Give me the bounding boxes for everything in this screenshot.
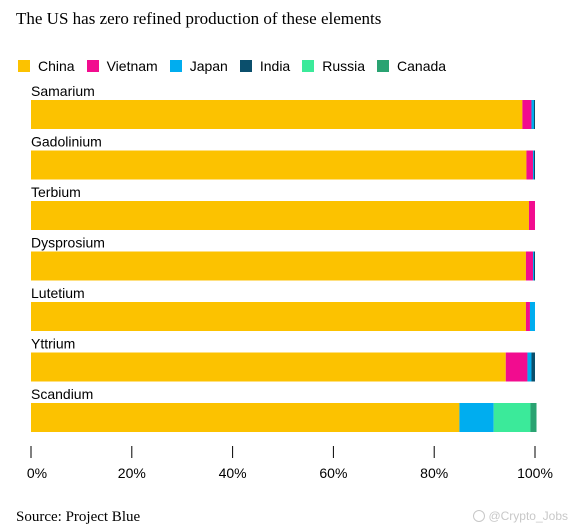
bar-segment-japan xyxy=(532,150,534,180)
bar-segment-vietnam xyxy=(528,201,535,230)
x-tick-label: 60% xyxy=(319,465,347,481)
bar-segment-china xyxy=(31,352,506,382)
category-label: Dysprosium xyxy=(31,235,105,251)
bar-segment-vietnam xyxy=(526,150,533,180)
bar-segment-china xyxy=(31,403,460,432)
bar-row-samarium: Samarium xyxy=(31,83,535,129)
bar-row-yttrium: Yttrium xyxy=(31,336,535,382)
bar-segment-japan xyxy=(532,251,534,281)
bar-segment-japan xyxy=(527,352,532,382)
watermark-text: @Crypto_Jobs xyxy=(488,509,568,523)
legend-label: Russia xyxy=(322,58,366,74)
bar-segment-china xyxy=(31,100,523,129)
bar-segment-china xyxy=(31,150,527,180)
bar-segment-russia xyxy=(493,403,531,432)
bar-segment-japan xyxy=(459,403,494,432)
legend-label: India xyxy=(259,58,291,74)
category-label: Lutetium xyxy=(31,285,85,301)
legend-swatch xyxy=(302,60,315,72)
x-tick-label: 20% xyxy=(118,465,146,481)
legend-label: Japan xyxy=(189,58,228,74)
bar-segment-vietnam xyxy=(525,302,530,331)
category-label: Gadolinium xyxy=(31,134,102,150)
legend-swatch xyxy=(239,60,252,72)
legend-swatch xyxy=(169,60,182,72)
bar-row-dysprosium: Dysprosium xyxy=(31,235,535,281)
bar-row-gadolinium: Gadolinium xyxy=(31,134,535,180)
bar-segment-india xyxy=(533,100,535,129)
legend-item-vietnam: Vietnam xyxy=(86,57,158,75)
category-label: Yttrium xyxy=(31,336,75,352)
legend-item-india: India xyxy=(239,57,291,75)
category-label: Scandium xyxy=(31,386,93,402)
legend-swatch xyxy=(18,60,30,72)
x-tick-label: 100% xyxy=(517,465,553,481)
legend-item-canada: Canada xyxy=(377,57,446,75)
bar-segment-canada xyxy=(530,403,537,432)
bar-row-lutetium: Lutetium xyxy=(31,285,535,331)
watermark-logo-icon xyxy=(473,510,486,522)
legend-item-japan: Japan xyxy=(169,57,228,75)
category-label: Terbium xyxy=(31,184,81,200)
legend-swatch xyxy=(377,60,390,72)
bar-segment-india xyxy=(533,150,535,180)
watermark: @Crypto_Jobs xyxy=(473,508,568,524)
bar-segment-vietnam xyxy=(525,251,533,281)
bar-row-scandium: Scandium xyxy=(31,386,537,432)
source-note: Source: Project Blue xyxy=(16,509,141,525)
x-tick-label: 40% xyxy=(219,465,247,481)
chart-title: The US has zero refined production of th… xyxy=(16,9,382,28)
legend-swatch xyxy=(86,60,99,72)
legend-label: China xyxy=(38,58,75,74)
legend-item-china: China xyxy=(18,57,75,75)
x-tick-label: 0% xyxy=(27,465,47,481)
bar-row-terbium: Terbium xyxy=(31,184,535,230)
bar-segment-india xyxy=(533,251,535,281)
bar-chart-svg: Samarium Gadolinium Terbium Dysprosium Lutet… xyxy=(27,83,553,481)
bar-segment-china xyxy=(31,302,526,331)
bar-segment-japan xyxy=(529,302,535,331)
x-tick-label: 80% xyxy=(420,465,448,481)
bar-segment-vietnam xyxy=(522,100,532,129)
legend-label: Canada xyxy=(397,58,447,74)
chart-legend: China Vietnam Japan India Russia Canada xyxy=(18,57,458,75)
legend-label: Vietnam xyxy=(106,58,158,74)
bar-segment-china xyxy=(31,201,529,230)
bar-segment-china xyxy=(31,251,526,281)
legend-item-russia: Russia xyxy=(302,57,365,75)
bar-segment-japan xyxy=(531,100,534,129)
bar-segment-india xyxy=(531,352,535,382)
category-label: Samarium xyxy=(31,83,95,99)
bar-segment-vietnam xyxy=(505,352,528,382)
